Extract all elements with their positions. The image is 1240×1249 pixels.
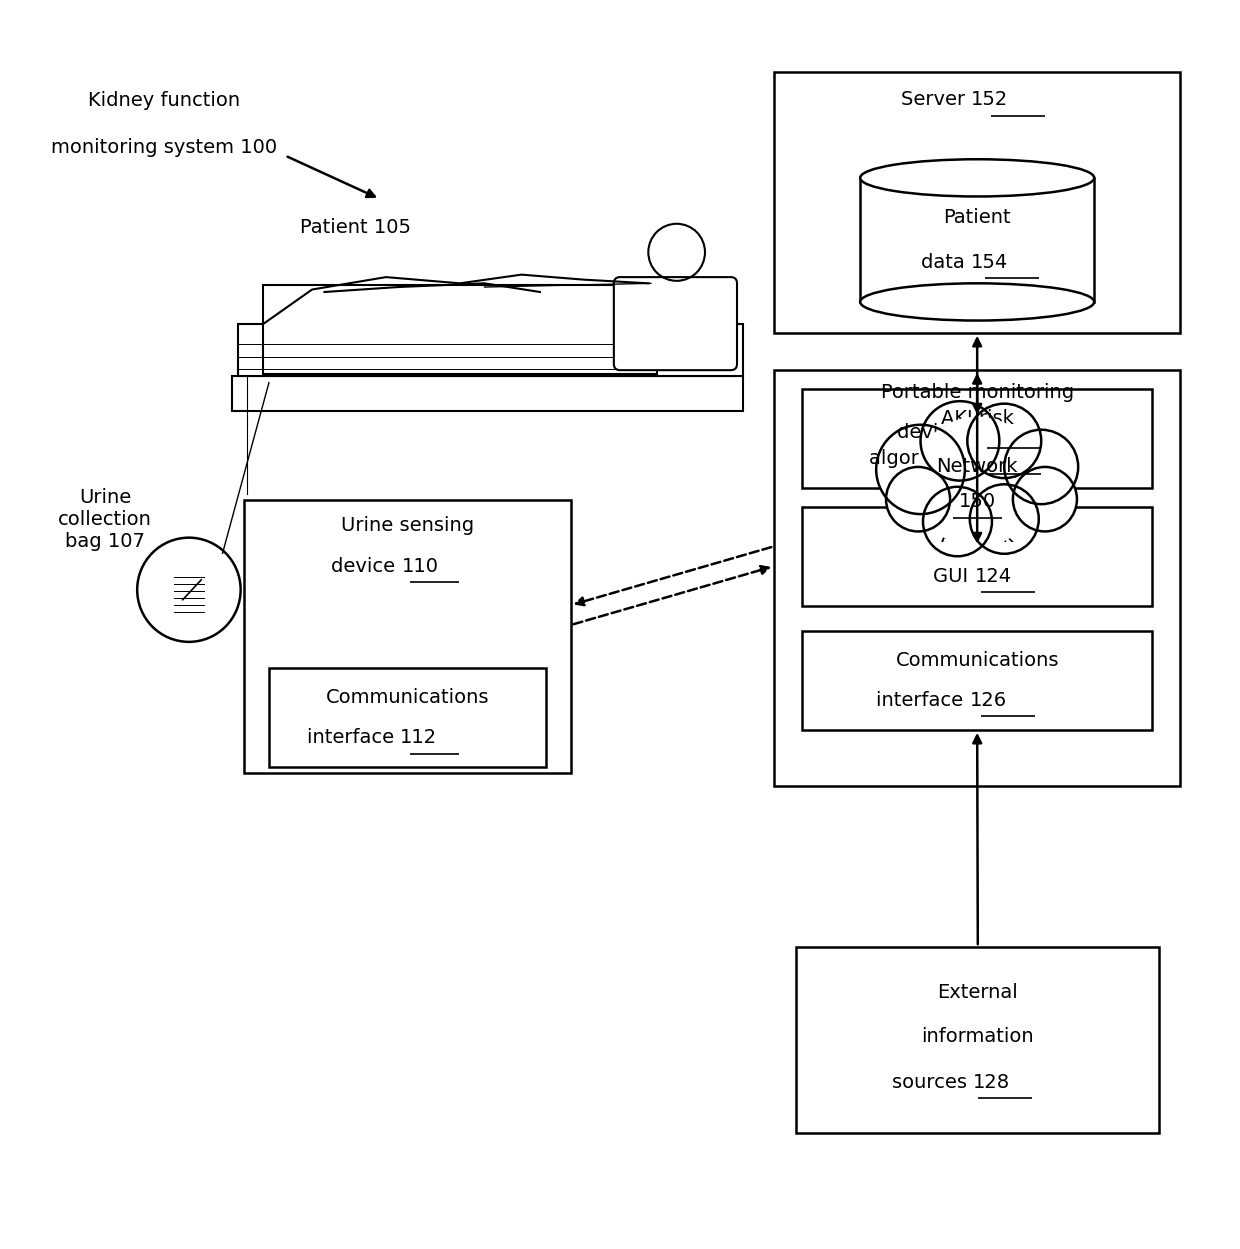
Circle shape [920, 401, 999, 481]
Text: Kidney function: Kidney function [88, 91, 241, 110]
Text: data: data [921, 252, 971, 272]
FancyBboxPatch shape [269, 668, 546, 767]
Text: Patient: Patient [944, 209, 1011, 227]
Text: monitoring system 100: monitoring system 100 [51, 137, 278, 157]
Text: Communications: Communications [326, 688, 490, 707]
Text: interface: interface [306, 728, 401, 747]
Ellipse shape [861, 284, 1094, 321]
Circle shape [967, 403, 1042, 478]
Text: AKI risk: AKI risk [941, 410, 1013, 428]
FancyBboxPatch shape [802, 631, 1152, 729]
Text: algorithm: algorithm [869, 448, 970, 468]
Text: 128: 128 [973, 1073, 1011, 1092]
Circle shape [1004, 430, 1079, 505]
FancyBboxPatch shape [263, 285, 657, 373]
Text: GUI: GUI [934, 567, 975, 586]
FancyBboxPatch shape [614, 277, 737, 370]
Circle shape [1013, 467, 1078, 532]
Text: 126: 126 [970, 691, 1007, 709]
Circle shape [970, 485, 1039, 553]
Circle shape [887, 467, 950, 532]
Text: 152: 152 [971, 90, 1008, 109]
Text: Portable monitoring: Portable monitoring [880, 383, 1074, 402]
Circle shape [923, 487, 992, 556]
Ellipse shape [861, 160, 1094, 196]
Text: Communications: Communications [895, 651, 1059, 669]
Text: External: External [937, 983, 1018, 1003]
Text: interface: interface [877, 691, 970, 709]
Text: device: device [331, 557, 402, 576]
Text: device: device [897, 422, 967, 442]
FancyBboxPatch shape [802, 507, 1152, 606]
Text: 112: 112 [401, 728, 438, 747]
FancyBboxPatch shape [244, 501, 570, 773]
Text: Server: Server [900, 90, 971, 109]
Text: 110: 110 [402, 557, 439, 576]
Text: 150: 150 [959, 492, 996, 511]
Circle shape [913, 417, 1042, 546]
Text: 124: 124 [975, 567, 1012, 586]
FancyBboxPatch shape [774, 370, 1180, 786]
Text: sources: sources [892, 1073, 973, 1092]
Text: Urine sensing: Urine sensing [341, 516, 474, 535]
FancyBboxPatch shape [774, 72, 1180, 333]
Text: 154: 154 [971, 252, 1008, 272]
FancyBboxPatch shape [861, 177, 1094, 302]
FancyBboxPatch shape [238, 325, 743, 376]
Text: 122: 122 [970, 448, 1007, 468]
Circle shape [877, 425, 965, 515]
Text: 120: 120 [967, 422, 1004, 442]
Text: Patient 105: Patient 105 [300, 219, 410, 237]
FancyBboxPatch shape [796, 947, 1159, 1133]
Text: Urine
collection
bag 107: Urine collection bag 107 [58, 487, 153, 551]
Text: information: information [921, 1027, 1034, 1045]
Text: AKI risk: AKI risk [941, 527, 1013, 546]
Text: Network: Network [936, 457, 1018, 476]
FancyBboxPatch shape [802, 388, 1152, 488]
FancyBboxPatch shape [232, 376, 743, 411]
